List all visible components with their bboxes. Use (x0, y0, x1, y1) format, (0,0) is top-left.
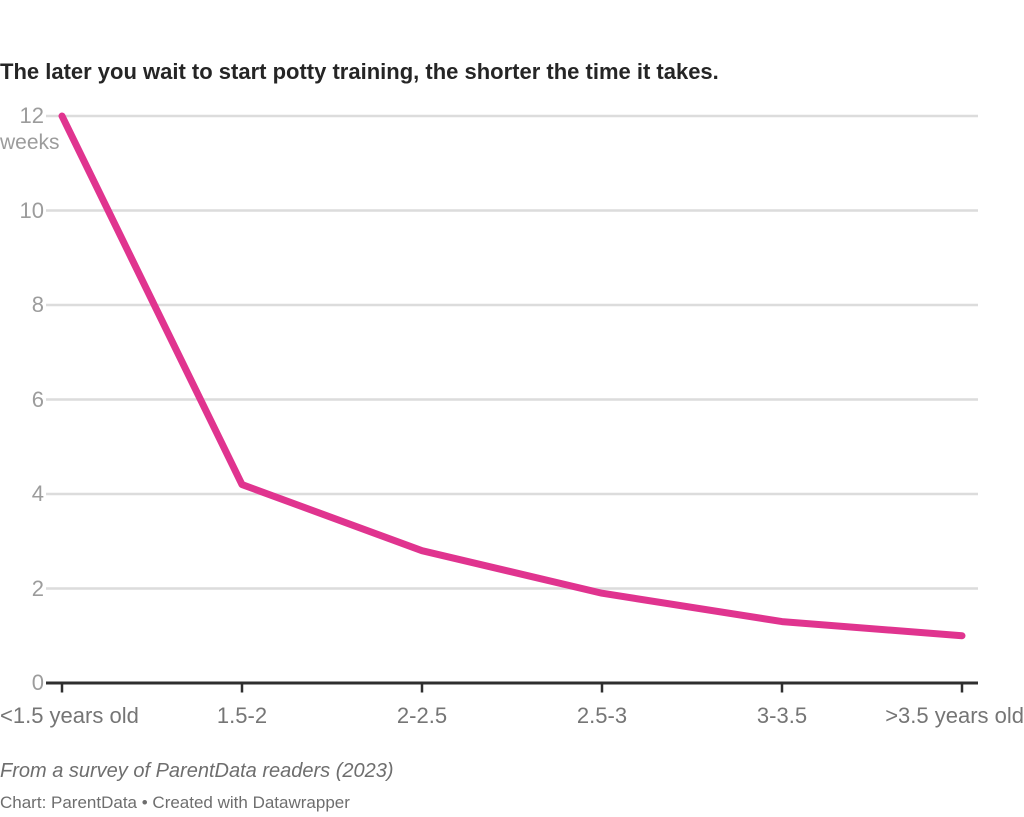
attribution: Chart: ParentData • Created with Datawra… (0, 793, 350, 812)
source-note: From a survey of ParentData readers (202… (0, 760, 394, 782)
chart-title: The later you wait to start potty traini… (0, 59, 719, 84)
data-line (58, 112, 966, 640)
